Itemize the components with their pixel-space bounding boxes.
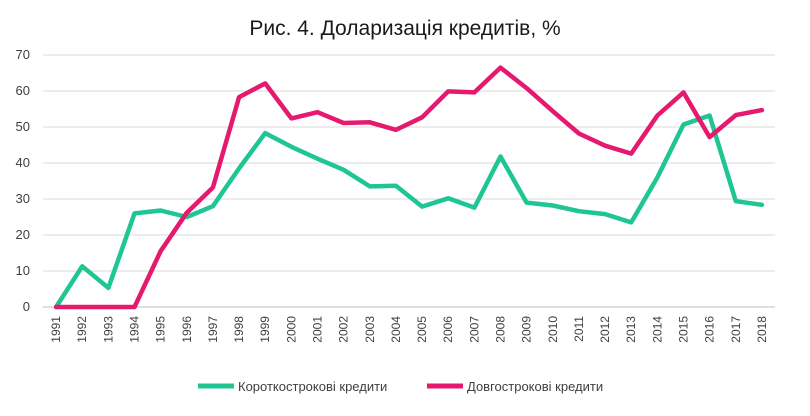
x-tick-label: 2016	[703, 316, 717, 343]
legend-label-short-term: Короткострокові кредити	[238, 379, 387, 394]
x-tick-label: 2009	[520, 316, 534, 343]
y-tick-label: 50	[16, 119, 30, 134]
y-tick-label: 70	[16, 47, 30, 62]
x-tick-label: 1997	[206, 316, 220, 343]
x-tick-label: 2003	[363, 316, 377, 343]
x-tick-label: 1994	[128, 316, 142, 343]
x-tick-label: 1993	[101, 316, 115, 343]
x-tick-label: 2018	[755, 316, 769, 343]
x-tick-label: 1991	[49, 316, 63, 343]
x-tick-label: 2002	[337, 316, 351, 343]
x-tick-label: 2000	[284, 316, 298, 343]
y-tick-label: 40	[16, 155, 30, 170]
y-tick-label: 30	[16, 191, 30, 206]
x-tick-label: 2015	[677, 316, 691, 343]
x-tick-label: 2012	[598, 316, 612, 343]
y-tick-label: 20	[16, 227, 30, 242]
y-tick-label: 0	[23, 299, 30, 314]
x-tick-label: 1996	[180, 316, 194, 343]
x-tick-label: 2006	[441, 316, 455, 343]
x-tick-label: 1998	[232, 316, 246, 343]
chart-title: Рис. 4. Доларизація кредитів, %	[249, 17, 560, 40]
y-axis-ticks: 0 10 20 30 40 50 60 70	[16, 47, 30, 314]
x-tick-label: 2010	[546, 316, 560, 343]
series-line-short-term	[56, 116, 762, 308]
x-tick-label: 2011	[572, 316, 586, 342]
x-tick-label: 2004	[389, 316, 403, 343]
legend: Короткострокові кредити Довгострокові кр…	[198, 379, 603, 394]
x-tick-label: 2007	[467, 316, 481, 343]
x-tick-label: 2001	[311, 316, 325, 343]
x-tick-label: 1995	[154, 316, 168, 343]
legend-label-long-term: Довгострокові кредити	[467, 379, 603, 394]
x-tick-label: 2017	[729, 316, 743, 343]
x-tick-label: 2005	[415, 316, 429, 343]
x-tick-label: 1999	[258, 316, 272, 343]
x-tick-label: 2008	[494, 316, 508, 343]
x-tick-label: 1992	[75, 316, 89, 343]
x-tick-label: 2014	[650, 316, 664, 343]
x-axis-ticks: 1991 1992 1993 1994 1995 1996 1997 1998 1999 2000…	[49, 316, 769, 343]
y-tick-label: 10	[16, 263, 30, 278]
y-tick-label: 60	[16, 83, 30, 98]
x-tick-label: 2013	[624, 316, 638, 343]
